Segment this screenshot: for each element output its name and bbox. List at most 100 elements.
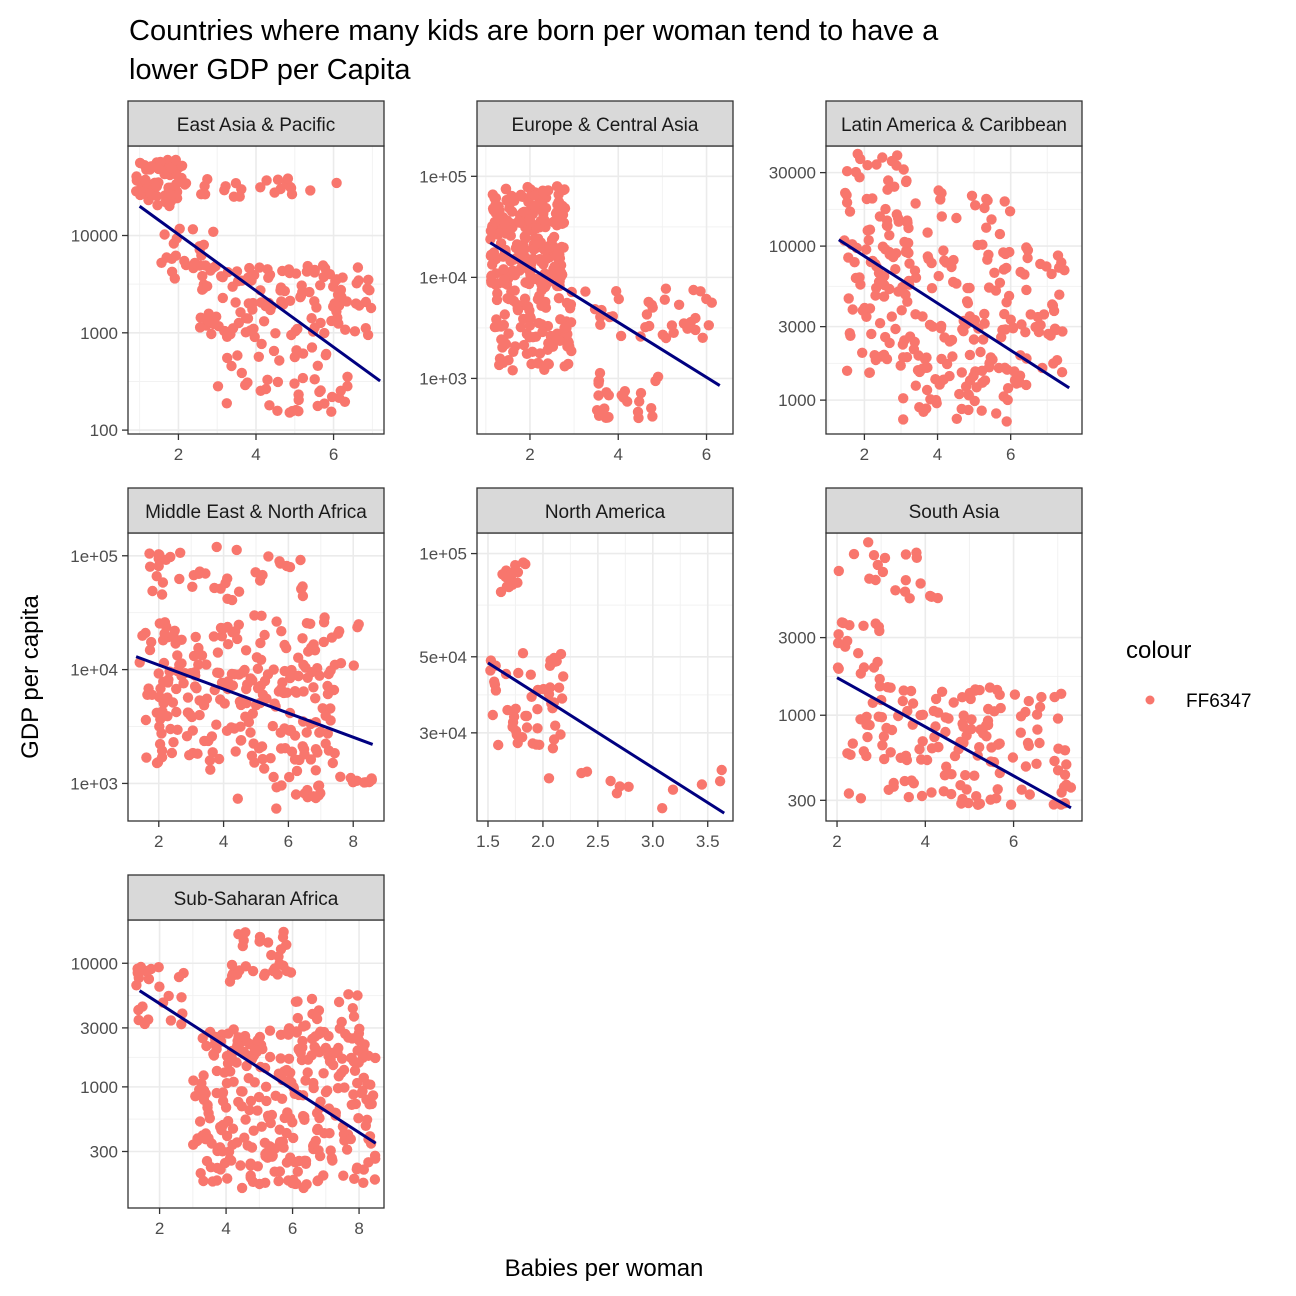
data-point (343, 989, 354, 1000)
data-point (243, 1073, 254, 1084)
data-point (165, 1015, 177, 1026)
data-point (936, 211, 947, 222)
data-point (254, 262, 265, 273)
data-point (963, 390, 974, 401)
trend-line (138, 989, 377, 1145)
data-point (507, 721, 518, 733)
data-point (1048, 305, 1060, 317)
data-point (221, 725, 233, 736)
data-point (936, 353, 947, 365)
data-point (360, 323, 371, 334)
data-point (534, 290, 545, 301)
data-point (848, 548, 860, 560)
y-tick-label: 3000 (778, 629, 816, 648)
data-point (1024, 789, 1036, 800)
data-point (182, 692, 194, 703)
data-point (982, 195, 993, 206)
data-point (957, 692, 968, 703)
data-point (302, 1067, 313, 1078)
data-point (1020, 761, 1032, 772)
data-point (533, 317, 544, 329)
data-point (201, 1155, 213, 1167)
data-point (226, 970, 238, 982)
data-point (864, 573, 875, 584)
data-point (546, 234, 558, 245)
data-point (660, 283, 672, 294)
y-tick-label: 10000 (71, 954, 118, 973)
data-point (556, 693, 568, 704)
x-tick-label: 6 (1006, 445, 1015, 464)
data-point (315, 726, 326, 737)
data-point (326, 1152, 337, 1164)
data-point (225, 1066, 236, 1077)
data-point (141, 752, 152, 763)
facet-strip-label: East Asia & Pacific (177, 115, 335, 136)
data-point (192, 1133, 203, 1144)
data-point (169, 273, 180, 284)
x-tick-label: 4 (614, 445, 623, 464)
data-points (131, 154, 377, 418)
data-point (964, 349, 976, 361)
data-point (151, 181, 162, 192)
data-point (873, 621, 884, 632)
data-point (163, 182, 174, 193)
data-point (352, 262, 364, 273)
data-point (895, 360, 906, 371)
data-point (867, 193, 878, 204)
data-point (904, 331, 916, 342)
data-point (332, 1083, 344, 1094)
data-point (614, 781, 625, 792)
data-point (994, 277, 1006, 288)
data-point (881, 722, 892, 734)
data-point (877, 740, 888, 751)
data-point (513, 667, 524, 679)
data-point (862, 225, 873, 236)
data-point (202, 281, 213, 292)
data-point (140, 714, 152, 726)
data-point (308, 1082, 319, 1094)
data-point (517, 648, 529, 659)
data-point (236, 1182, 248, 1194)
data-point (949, 750, 961, 762)
y-tick-label: 1e+04 (70, 661, 118, 680)
x-tick-label: 2 (525, 445, 534, 464)
data-point (885, 747, 896, 758)
data-point (301, 1179, 312, 1190)
x-tick-label: 2 (832, 832, 841, 851)
data-point (963, 404, 974, 416)
trend-line (487, 661, 726, 815)
data-point (227, 1123, 239, 1134)
data-point (1035, 258, 1046, 270)
y-tick-label: 1000 (778, 391, 816, 410)
data-point (853, 648, 864, 659)
data-point (235, 1160, 246, 1171)
data-point (333, 318, 344, 329)
data-point (345, 1133, 356, 1145)
data-point (195, 1168, 206, 1179)
data-point (921, 362, 932, 373)
data-point (331, 306, 342, 317)
facet-strip-label: North America (545, 502, 666, 523)
data-point (1045, 330, 1056, 341)
data-point (252, 663, 264, 674)
y-tick-label: 1e+03 (70, 774, 118, 793)
data-point (524, 311, 536, 322)
data-point (255, 637, 266, 649)
data-point (352, 1045, 363, 1056)
facet-strip-label: Latin America & Caribbean (841, 115, 1067, 136)
data-point (911, 547, 922, 558)
x-tick-label: 6 (702, 445, 711, 464)
data-point (992, 739, 1004, 750)
data-point (895, 752, 906, 763)
data-point (218, 623, 229, 634)
x-tick-label: 6 (329, 445, 338, 464)
data-point (524, 320, 536, 331)
data-point (325, 665, 336, 676)
data-point (361, 1114, 373, 1126)
data-point (910, 380, 921, 391)
data-point (193, 642, 204, 654)
data-point (208, 226, 219, 237)
data-point (298, 659, 309, 670)
data-point (976, 365, 988, 376)
data-point (312, 747, 323, 758)
